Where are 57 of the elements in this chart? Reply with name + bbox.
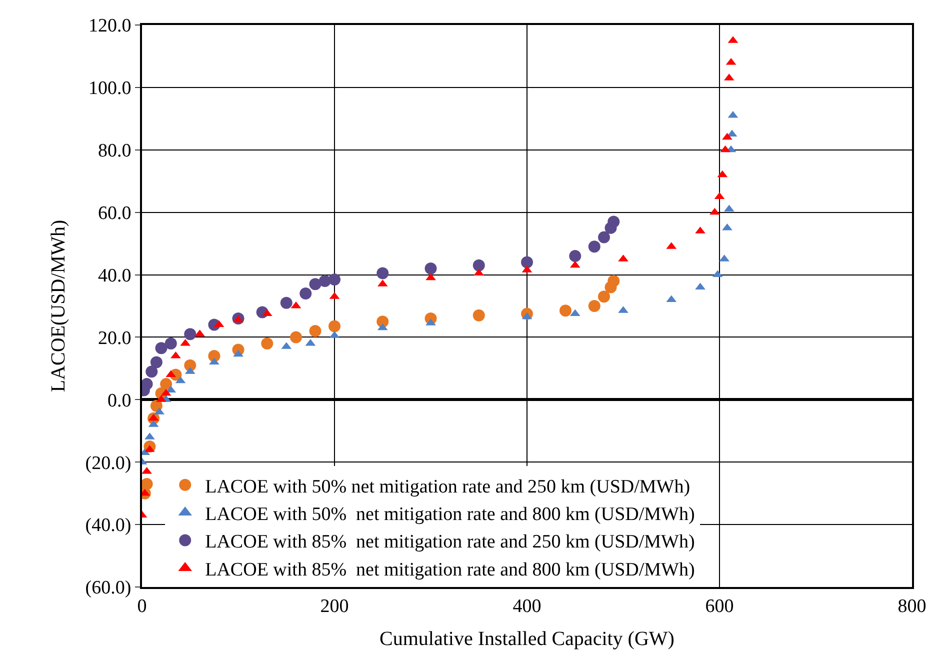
point: [424, 262, 437, 275]
x-tick-label: 400: [512, 596, 542, 617]
point: [426, 273, 436, 280]
point: [300, 288, 312, 300]
legend-label: LACOE with 50% net mitigation rate and 800 km (USD/MWh): [205, 504, 695, 525]
point: [608, 275, 620, 288]
point: [598, 231, 610, 244]
y-tick-label: (20.0): [85, 452, 132, 474]
point: [142, 378, 153, 390]
y-tick-label: (40.0): [85, 515, 132, 536]
point: [472, 309, 485, 322]
point: [160, 378, 172, 390]
point: [233, 350, 244, 357]
point: [146, 366, 158, 378]
y-tick-label: 40.0: [98, 265, 132, 286]
point: [376, 267, 389, 280]
point: [521, 256, 533, 268]
point: [328, 273, 340, 286]
legend-label: LACOE with 85% net mitigation rate and 800 km (USD/MWh): [205, 559, 695, 580]
point: [290, 331, 302, 344]
point: [722, 132, 732, 140]
point: [261, 337, 274, 350]
point: [695, 282, 706, 290]
y-tick-label: 80.0: [98, 140, 132, 162]
point: [560, 304, 572, 317]
point: [309, 324, 322, 337]
point: [608, 216, 620, 228]
y-tick-label: 120.0: [88, 16, 132, 37]
y-tick-label: 60.0: [98, 202, 132, 224]
point: [150, 356, 162, 368]
point: [155, 342, 168, 354]
point: [588, 300, 600, 312]
point: [142, 478, 153, 490]
point: [588, 240, 600, 253]
point: [280, 296, 292, 309]
x-axis-title: Cumulative Installed Capacity (GW): [380, 628, 674, 650]
point: [328, 320, 340, 332]
y-tick-label: 20.0: [98, 328, 132, 349]
point: [164, 337, 177, 350]
legend-label: LACOE with 50% net mitigation rate and 250 km (USD/MWh): [205, 476, 690, 498]
point: [184, 328, 196, 340]
y-tick-label: (60.0): [85, 578, 132, 599]
y-axis-title: LACOE(USD/MWh): [47, 220, 70, 392]
point: [569, 250, 582, 262]
point: [720, 145, 730, 152]
point: [472, 259, 485, 272]
point: [722, 223, 732, 230]
x-tick-label: 0: [137, 596, 147, 617]
point: [309, 278, 322, 290]
x-tick-label: 200: [320, 596, 349, 617]
x-tick-label: 800: [898, 596, 926, 617]
point: [598, 290, 610, 303]
y-tick-label: 100.0: [88, 78, 132, 100]
x-tick-label: 600: [705, 596, 734, 617]
y-tick-label: 0.0: [107, 390, 132, 412]
point: [142, 466, 152, 474]
legend-label: LACOE with 85% net mitigation rate and 250 km (USD/MWh): [205, 532, 695, 553]
